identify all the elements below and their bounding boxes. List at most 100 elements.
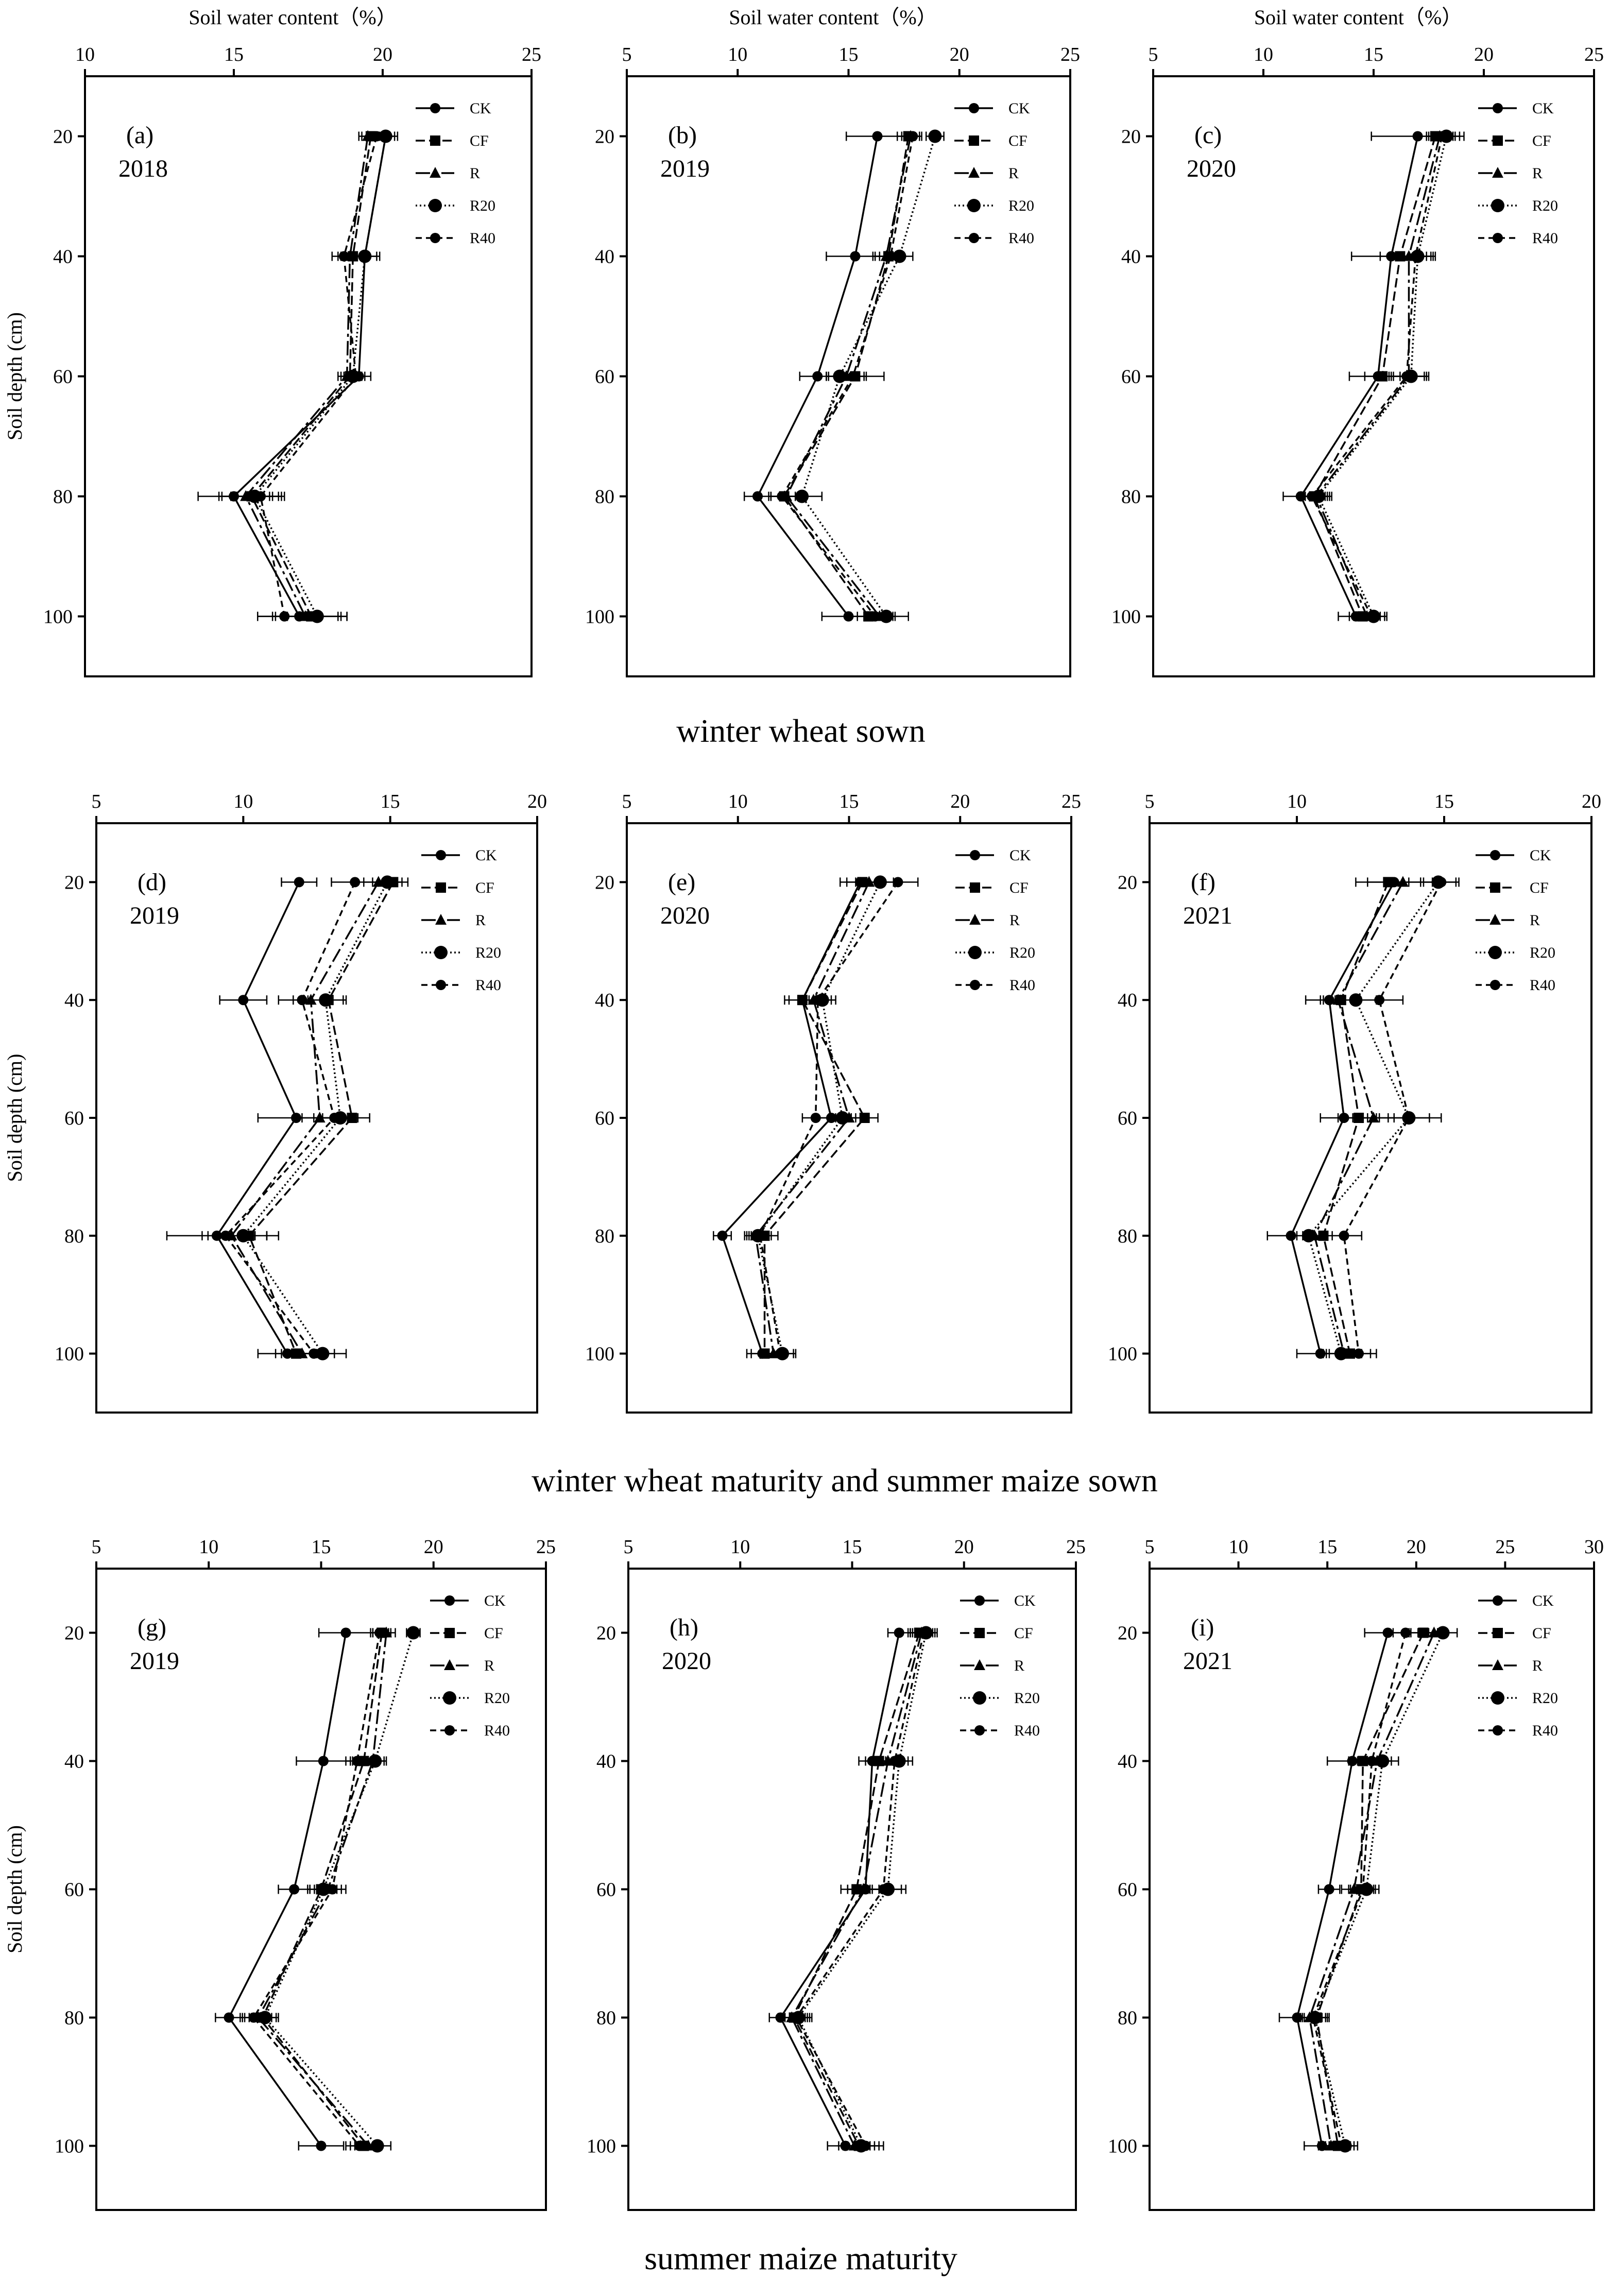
panel-g: 5 10 15 20 25 20 40 60 80 100 Soil depth (cm) (g) 20… (3, 1536, 556, 2211)
legend-label-R40: R40 (1532, 1722, 1558, 1739)
panel-year-g: 2019 (130, 1647, 179, 1675)
x-tick-label-i: 20 (1407, 1536, 1426, 1558)
data-point-CK (872, 131, 883, 142)
legend-marker-R20 (443, 1691, 456, 1705)
panel-b: 5 10 15 20 25 20 40 60 80 100 Soil water content（%… (585, 6, 1080, 677)
x-tick-label-g: 25 (536, 1536, 556, 1558)
legend-marker-R (1492, 1659, 1503, 1670)
x-tick-label-b: 10 (728, 44, 747, 65)
series-line-CF (793, 1632, 920, 2147)
data-point-R20 (368, 1754, 382, 1768)
panel-year-b: 2019 (660, 155, 710, 182)
data-point-CK (318, 1756, 329, 1766)
data-point-CF (1377, 371, 1388, 382)
y-tick-label-h: 40 (596, 1751, 616, 1773)
data-point-R20 (795, 489, 809, 503)
legend-marker-CK (974, 1595, 985, 1606)
x-tick-label-a: 15 (224, 44, 244, 65)
legend-marker-R (1489, 914, 1501, 925)
data-point-R40 (1403, 1113, 1414, 1123)
data-point-R40 (374, 1627, 385, 1638)
data-point-R40 (755, 1230, 765, 1241)
panel-year-a: 2018 (118, 155, 168, 182)
data-point-R40 (1308, 2012, 1318, 2023)
series-line-CF (261, 1632, 383, 2147)
legend-marker-CF (970, 882, 980, 893)
panel-c: 5 10 15 20 25 20 40 60 80 100 Soil water content（%… (1111, 6, 1604, 677)
panel-year-d: 2019 (130, 902, 179, 929)
panel-label-i: (i) (1191, 1614, 1214, 1641)
data-point-R40 (813, 995, 824, 1006)
panel-label-a: (a) (126, 122, 153, 149)
panel-f: 5 10 15 20 20 40 60 80 100 (f) 2021 CK CF R R20 R40 (1108, 791, 1601, 1414)
x-tick-label-d: 15 (381, 791, 400, 812)
x-tick-label-d: 10 (233, 791, 253, 812)
data-point-R40 (1400, 1627, 1411, 1638)
legend-marker-R (968, 167, 980, 178)
legend-label-R: R (470, 165, 480, 182)
legend-marker-R (1492, 167, 1503, 178)
legend-f: CK CF R R20 R40 (1476, 847, 1555, 994)
legend-label-R40: R40 (475, 977, 501, 994)
y-tick-label-e: 20 (595, 872, 614, 893)
data-point-R (314, 1112, 326, 1123)
series-R40-h (782, 1627, 936, 2151)
legend-label-R: R (1014, 1657, 1024, 1674)
x-tick-label-h: 10 (730, 1536, 750, 1558)
y-tick-label-e: 40 (595, 990, 614, 1011)
y-tick-label-e: 80 (595, 1226, 614, 1247)
data-point-R40 (309, 1348, 319, 1359)
series-R40-g (239, 1627, 389, 2151)
series-line-R40 (260, 136, 378, 617)
data-point-R40 (350, 877, 361, 888)
panel-label-b: (b) (668, 122, 697, 149)
data-point-CK (894, 1627, 904, 1638)
panel-year-f: 2021 (1183, 902, 1232, 929)
legend-marker-R (430, 167, 441, 178)
data-point-R40 (1366, 1756, 1377, 1766)
y-tick-label-e: 100 (585, 1343, 614, 1365)
legend-marker-R20 (429, 199, 442, 212)
legend-label-R20: R20 (1009, 944, 1035, 961)
series-R40-f (1325, 877, 1460, 1359)
data-point-R20 (310, 609, 324, 623)
legend-label-CK: CK (484, 1592, 506, 1609)
data-point-R40 (870, 611, 881, 622)
legend-marker-R40 (1490, 980, 1500, 990)
x-tick-label-b: 20 (950, 44, 969, 65)
panel-label-f: (f) (1191, 869, 1215, 896)
y-tick-label-e: 60 (595, 1108, 614, 1129)
data-point-R40 (885, 251, 896, 262)
data-point-R40 (1307, 491, 1317, 502)
legend-marker-R20 (1491, 199, 1504, 212)
x-tick-label-e: 10 (728, 791, 748, 812)
data-point-R20 (928, 129, 942, 143)
legend-label-R: R (1008, 165, 1019, 182)
y-tick-label-h: 100 (587, 2136, 616, 2157)
legend-marker-CK (430, 103, 440, 113)
panel-label-d: (d) (138, 869, 166, 896)
data-point-CK (294, 877, 304, 888)
data-point-R40 (1374, 995, 1385, 1006)
y-tick-label-d: 80 (64, 1226, 84, 1247)
data-point-CK (752, 491, 763, 502)
data-point-R40 (1436, 877, 1447, 888)
data-point-R40 (1336, 2140, 1347, 2151)
y-tick-label-b: 80 (595, 486, 614, 508)
x-tick-label-g: 15 (312, 1536, 331, 1558)
legend-label-CF: CF (1008, 132, 1027, 149)
legend-label-R40: R40 (470, 230, 495, 247)
legend-marker-CF (1490, 882, 1500, 893)
x-tick-label-i: 15 (1317, 1536, 1337, 1558)
x-tick-label-h: 5 (624, 1536, 633, 1558)
legend-label-R20: R20 (484, 1690, 510, 1707)
x-tick-label-i: 30 (1584, 1536, 1604, 1558)
data-point-R40 (907, 131, 918, 142)
data-point-R20 (406, 1626, 420, 1640)
x-tick-label-g: 20 (424, 1536, 443, 1558)
data-point-R40 (352, 1756, 363, 1766)
legend-marker-CF (969, 135, 979, 146)
data-point-R40 (220, 1230, 231, 1241)
data-point-R40 (371, 131, 382, 142)
